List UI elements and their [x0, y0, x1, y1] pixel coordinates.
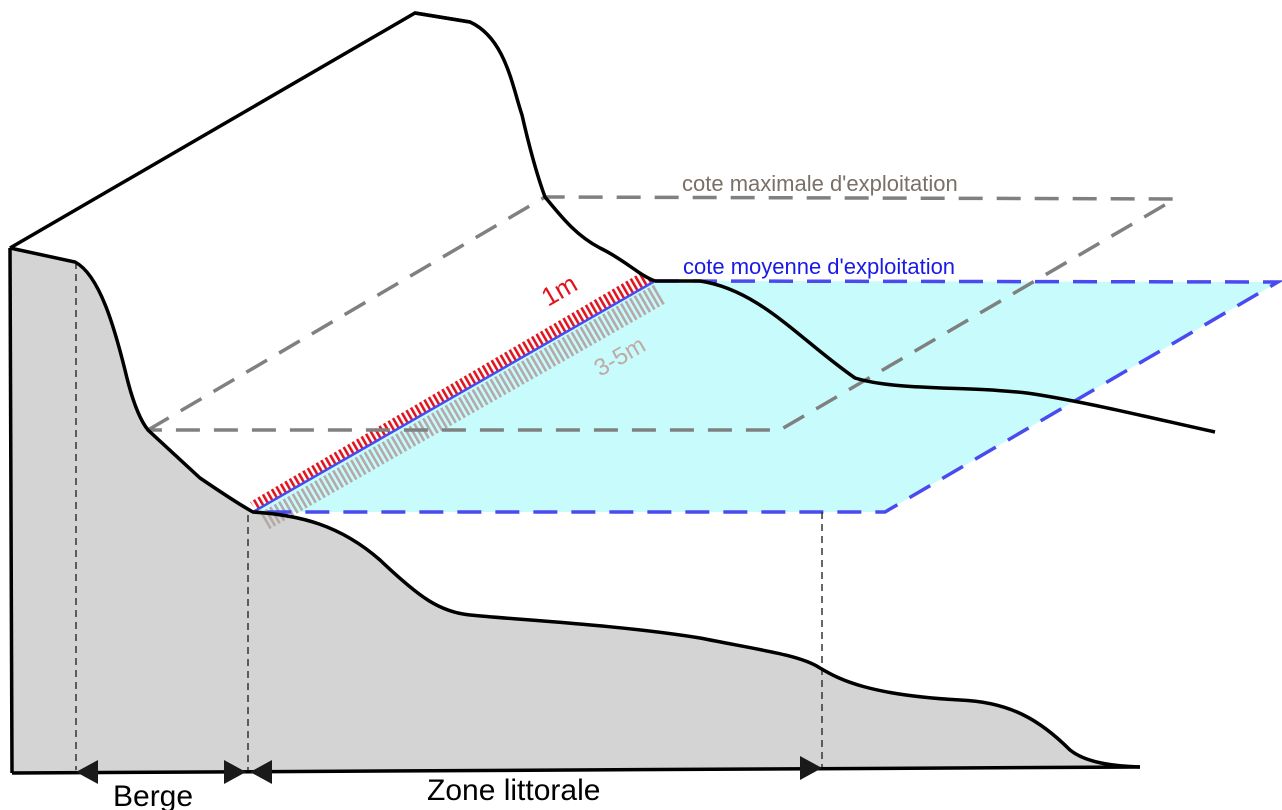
zone-littorale-arrows [250, 756, 822, 784]
berge-arrows [76, 760, 246, 784]
terrain-cross-section [10, 248, 1140, 773]
label-cote-maximale: cote maximale d'exploitation [682, 171, 958, 196]
projection-lines [75, 262, 823, 770]
band-1m [250, 272, 655, 510]
terrain-outline [9, 246, 1141, 769]
upper-bank-outline [9, 11, 471, 250]
label-berge: Berge [113, 780, 193, 810]
water-plane [253, 281, 1278, 512]
baseline [11, 765, 1141, 775]
mean-level-plane-line [253, 279, 1282, 514]
label-1m: 1m [536, 268, 582, 312]
far-shore-line [655, 279, 1216, 434]
upper-bank-outline-curve [414, 11, 656, 283]
label-cote-moyenne: cote moyenne d'exploitation [683, 254, 955, 279]
left-edge-outline [8, 247, 14, 774]
mean-level-shoreline [252, 279, 656, 514]
label-zone-littorale: Zone littorale [427, 774, 600, 807]
band-3-5m [258, 284, 666, 530]
max-level-plane-line [147, 195, 1182, 432]
